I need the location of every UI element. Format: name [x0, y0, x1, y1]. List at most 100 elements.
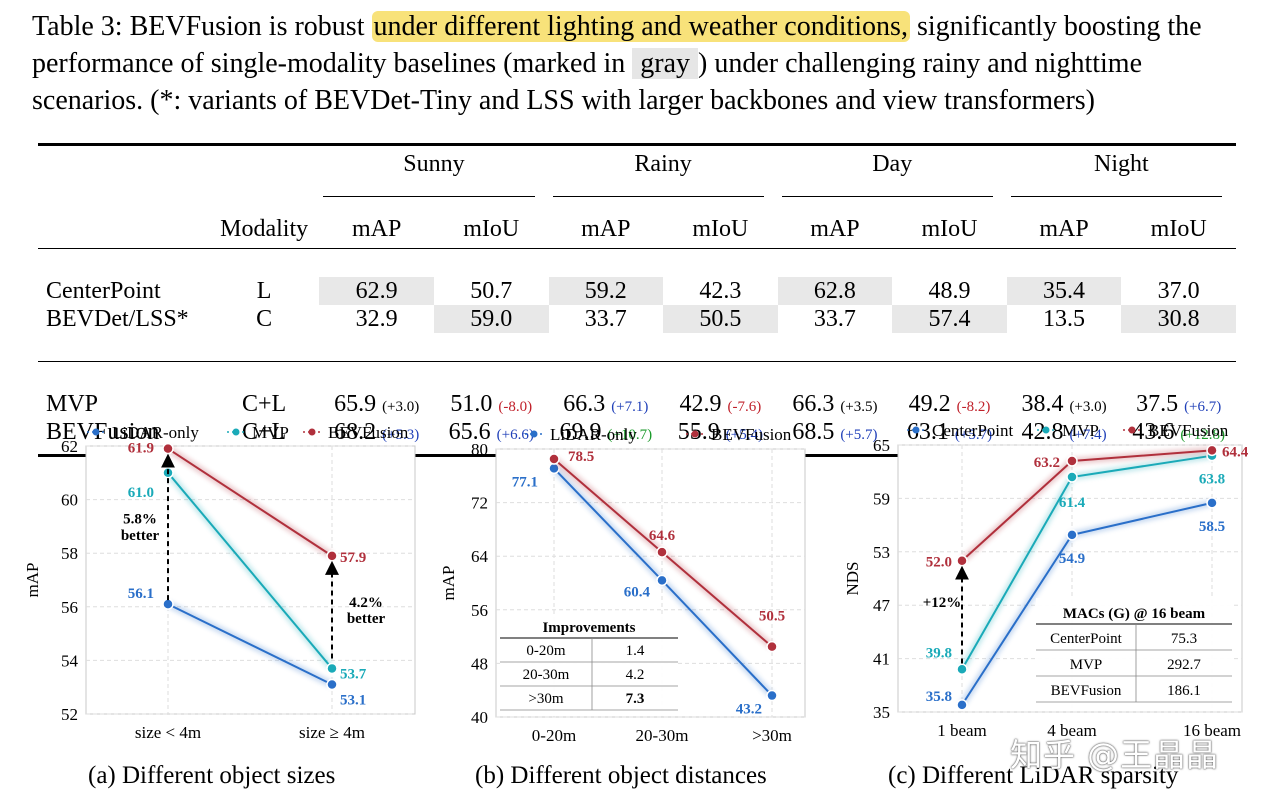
inset-table-cell: 186.1 — [1167, 683, 1201, 699]
delta-badge: (+5.7) — [954, 426, 993, 443]
y-tick-label: 65 — [873, 436, 890, 455]
value-cell: 42.3 — [699, 277, 742, 304]
annotation-text: better — [347, 611, 386, 627]
x-tick-label: 20-30m — [636, 726, 689, 745]
value-cell: 33.7 — [584, 305, 627, 332]
x-tick-label: 1 beam — [937, 721, 987, 740]
group-header-sunny: Sunny — [403, 150, 465, 177]
data-label: 63.8 — [1199, 472, 1225, 488]
value-cell: 66.3 — [563, 390, 606, 417]
data-label: 61.4 — [1059, 495, 1086, 511]
x-tick-label: size ≥ 4m — [299, 723, 365, 742]
data-point — [1066, 455, 1078, 467]
data-label: 61.9 — [128, 441, 154, 457]
metric-header: mIoU — [692, 215, 749, 242]
value-cell: 30.8 — [1121, 305, 1236, 333]
y-tick-label: 41 — [873, 650, 890, 669]
legend-marker — [530, 430, 538, 438]
x-tick-label: 0-20m — [532, 726, 576, 745]
delta-badge: (+6.6) — [496, 426, 534, 443]
metric-header: mIoU — [921, 215, 978, 242]
value-cell: 69.9 — [559, 418, 602, 445]
data-label: 77.1 — [512, 474, 538, 490]
modality-cell: C+L — [242, 418, 287, 445]
value-cell: 68.5 — [792, 418, 835, 445]
metric-header: mIoU — [463, 215, 520, 242]
data-label: 43.2 — [736, 702, 762, 718]
x-tick-label: 16 beam — [1183, 721, 1241, 740]
delta-badge: (+3.0) — [1069, 398, 1107, 415]
subcaption-c: (c) Different LiDAR sparsity — [888, 762, 1179, 789]
annotation-text: 4.2% — [349, 595, 383, 611]
modality-cell: C+L — [242, 390, 287, 417]
data-label: 60.4 — [624, 584, 651, 600]
data-point — [1066, 529, 1078, 541]
data-label: 57.9 — [340, 550, 366, 566]
annotation-text: +12% — [923, 595, 962, 611]
caption-highlight: under different lighting and weather con… — [371, 11, 910, 42]
series-line — [167, 472, 333, 670]
value-cell: 37.0 — [1157, 277, 1200, 304]
data-label: 64.4 — [1222, 444, 1249, 460]
data-point — [1206, 444, 1218, 457]
delta-badge: (+7.4) — [1069, 426, 1107, 443]
delta-badge: (+3.0) — [382, 398, 420, 415]
data-point — [956, 663, 968, 676]
inset-table-cell: 1.4 — [626, 643, 645, 659]
data-point — [162, 442, 174, 455]
data-label: 50.5 — [759, 609, 785, 625]
inset-table-cell: 4.2 — [626, 667, 645, 683]
table-row: MVP C+L 65.9 (+3.0) 51.0 (-8.0) 66.3 (+7… — [38, 390, 1236, 418]
inset-table-cell: MVP — [1070, 657, 1103, 673]
metric-header: mAP — [810, 215, 860, 242]
inset-table-cell: 7.3 — [626, 691, 645, 707]
y-axis-label: mAP — [440, 566, 458, 601]
inset-table-cell: 20-30m — [523, 667, 570, 683]
inset-table-title: MACs (G) @ 16 beam — [1063, 606, 1206, 622]
data-label: 78.5 — [568, 449, 594, 465]
modality-header: Modality — [220, 215, 309, 242]
y-tick-label: 64 — [471, 547, 489, 566]
y-axis-label: NDS — [843, 561, 862, 595]
legend-label: BEVFusion — [711, 425, 792, 444]
legend-marker — [691, 430, 699, 438]
data-point — [956, 699, 968, 711]
inset-table-title: Improvements — [542, 620, 635, 636]
table-row: CenterPoint L 62.9 50.7 59.2 42.3 62.8 4… — [38, 277, 1236, 305]
value-cell: 50.7 — [470, 277, 513, 304]
value-cell: 49.2 — [908, 390, 951, 417]
data-label: 39.8 — [926, 645, 952, 661]
y-axis-label: mAP — [23, 563, 42, 598]
value-cell: 42.8 — [1021, 418, 1064, 445]
y-tick-label: 35 — [873, 703, 890, 722]
delta-badge: (+10.7) — [607, 426, 653, 443]
chart-object-distances: 80 72 64 56 48 40 0-20m 20-30m >30m mAP LiDAR-only… — [440, 425, 806, 745]
y-tick-label: 80 — [471, 440, 488, 459]
delta-badge: (-8.0) — [498, 398, 533, 415]
annotation-text: 5.8% — [123, 512, 157, 528]
data-point — [162, 598, 174, 610]
y-tick-label: 56 — [61, 598, 78, 617]
legend-marker — [308, 428, 316, 436]
value-cell: 65.9 — [334, 390, 377, 417]
y-tick-label: 58 — [61, 544, 78, 563]
value-cell: 43.6 — [1132, 418, 1175, 445]
legend-marker — [1128, 426, 1136, 434]
inset-table-cell: BEVFusion — [1051, 683, 1122, 699]
data-label: 35.8 — [926, 689, 952, 705]
inset-table-cell: 0-20m — [526, 643, 565, 659]
y-tick-label: 56 — [471, 601, 488, 620]
y-tick-label: 48 — [471, 654, 488, 673]
value-cell: 65.6 — [448, 418, 491, 445]
value-cell: 55.9 — [677, 418, 720, 445]
annotation-text: better — [121, 528, 160, 544]
legend-marker — [912, 426, 920, 434]
delta-badge: (-8.2) — [956, 398, 991, 415]
y-tick-label: 47 — [873, 596, 891, 615]
delta-badge: (+7.1) — [611, 398, 649, 415]
legend-label: MVP — [1062, 421, 1099, 440]
caption-tail: ) under challenging rainy and nighttime … — [32, 48, 1142, 116]
inset-table-bg — [500, 614, 678, 716]
y-tick-label: 53 — [873, 543, 890, 562]
method-name: MVP — [46, 390, 99, 417]
